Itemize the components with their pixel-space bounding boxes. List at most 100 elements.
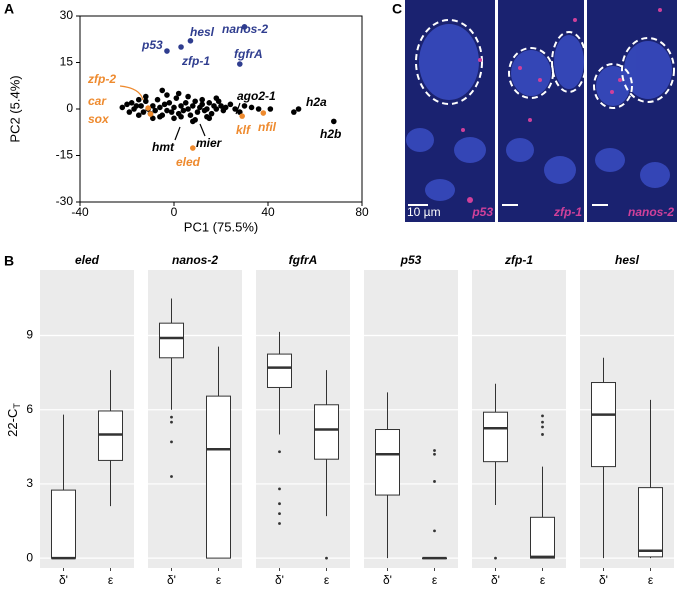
- point: [157, 113, 163, 120]
- point: [164, 92, 170, 98]
- x-tick-label: ε: [648, 573, 654, 587]
- y-axis-title-sub: T: [12, 403, 22, 409]
- x-tick-label: ε: [324, 573, 330, 587]
- point: [178, 103, 184, 109]
- point: [164, 48, 170, 54]
- x-tick-label: δ': [275, 573, 284, 587]
- point: [180, 107, 187, 114]
- point: [192, 98, 198, 105]
- x-tick-label: δ': [599, 573, 608, 587]
- annotation: mier: [196, 136, 223, 150]
- x-tick-label: -40: [71, 205, 89, 219]
- box: [267, 353, 292, 388]
- outlier: [170, 475, 173, 478]
- point: [204, 106, 210, 112]
- point: [133, 103, 140, 109]
- point: [126, 109, 133, 115]
- annotation: p53: [141, 38, 163, 52]
- scale-label: 10 µm: [407, 205, 441, 219]
- panel-letter: A: [4, 1, 14, 17]
- point: [331, 118, 337, 125]
- point: [248, 104, 255, 111]
- image-label: zfp-1: [553, 205, 582, 219]
- point: [138, 103, 144, 109]
- outlier: [494, 556, 497, 560]
- outlier: [278, 522, 281, 525]
- y-axis-title-text: 22-C: [5, 409, 20, 437]
- point: [135, 112, 142, 118]
- box: [51, 489, 76, 559]
- annotation: sox: [88, 112, 110, 126]
- point: [171, 115, 177, 122]
- y-tick-label: 0: [66, 101, 73, 115]
- x-tick-label: δ': [383, 573, 392, 587]
- facet-title: nanos-2: [172, 253, 218, 267]
- facet-background: [364, 270, 458, 568]
- annotation: nfil: [258, 120, 277, 134]
- point: [143, 98, 149, 105]
- x-tick-label: ε: [216, 573, 222, 587]
- point: [187, 112, 194, 118]
- point: [204, 113, 210, 120]
- point: [194, 109, 201, 115]
- point: [187, 38, 194, 44]
- outlier: [433, 449, 436, 452]
- panel-letter: B: [4, 253, 14, 269]
- facet-title: eled: [75, 253, 100, 267]
- annotation: zfp-1: [181, 54, 210, 68]
- outlier: [170, 415, 173, 419]
- image: [587, 0, 677, 222]
- point: [159, 87, 166, 94]
- annotation: hesl: [190, 25, 215, 39]
- box: [159, 322, 184, 359]
- box: [638, 487, 663, 558]
- point: [166, 100, 173, 106]
- point: [124, 101, 130, 108]
- outlier: [541, 414, 544, 418]
- point: [168, 109, 175, 115]
- point: [260, 110, 267, 116]
- outlier: [170, 440, 173, 444]
- x-tick-label: ε: [540, 573, 546, 587]
- point: [128, 100, 135, 106]
- x-tick-label: 40: [261, 205, 275, 219]
- outlier: [433, 480, 436, 483]
- x-tick-label: ε: [432, 573, 438, 587]
- point: [145, 105, 151, 111]
- point: [232, 106, 238, 112]
- point: [161, 101, 168, 108]
- y-axis-title: PC2 (5.4%): [7, 75, 22, 142]
- point: [227, 101, 234, 108]
- image-label: p53: [471, 205, 493, 219]
- annotation: ago2-1: [237, 89, 276, 103]
- box: [530, 516, 555, 559]
- y-axis-title: 22-CT: [5, 403, 22, 437]
- y-tick-label: 15: [60, 55, 74, 69]
- y-tick-label: 6: [26, 402, 33, 416]
- point: [237, 61, 243, 67]
- cell-outline: [415, 19, 675, 109]
- point: [213, 95, 220, 101]
- point: [178, 44, 184, 50]
- annotation: h2b: [320, 127, 341, 141]
- point: [222, 104, 229, 111]
- nuclei: [406, 24, 672, 201]
- point: [154, 96, 161, 103]
- pointer: [174, 126, 181, 141]
- point: [157, 104, 163, 111]
- annotation: h2a: [306, 95, 327, 109]
- signal: [461, 8, 662, 203]
- x-tick-label: 0: [171, 205, 178, 219]
- point: [241, 103, 248, 109]
- point: [206, 100, 213, 106]
- image-label: nanos-2: [628, 205, 674, 219]
- y-tick-label: -15: [56, 148, 74, 162]
- point: [239, 113, 245, 119]
- outlier: [433, 452, 436, 456]
- point: [218, 103, 224, 109]
- y-tick-label: 0: [26, 550, 33, 564]
- point: [152, 107, 158, 114]
- y-tick-label: 9: [26, 328, 33, 342]
- box: [483, 411, 508, 463]
- outlier: [278, 502, 281, 506]
